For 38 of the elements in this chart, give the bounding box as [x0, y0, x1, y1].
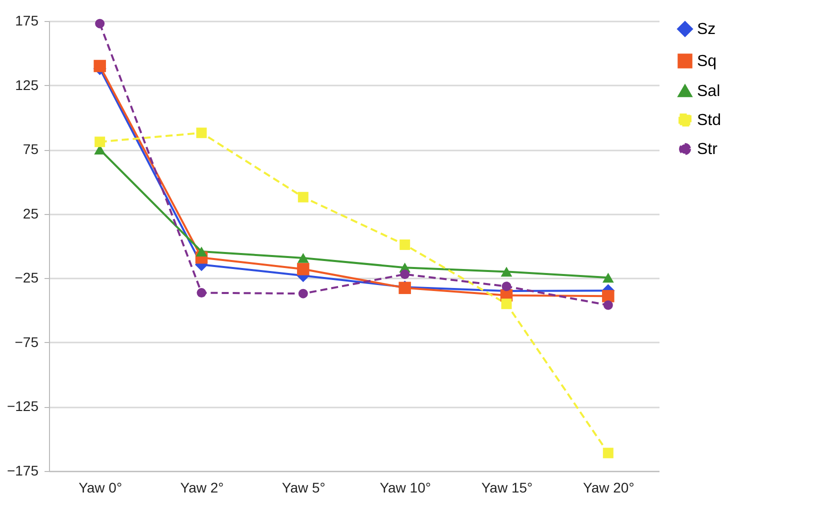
point — [500, 266, 512, 277]
point — [196, 246, 208, 256]
point — [297, 263, 310, 276]
legend-label: Sz — [697, 21, 716, 38]
y-tick-label: 25 — [22, 205, 39, 222]
point — [602, 448, 614, 458]
point — [297, 253, 309, 263]
y-tick-label: 125 — [15, 76, 39, 93]
y-tick-label: 75 — [22, 141, 39, 158]
x-tick-label: Yaw 20° — [583, 480, 634, 496]
point — [94, 136, 106, 148]
point — [298, 288, 308, 298]
point — [196, 128, 207, 138]
legend-label: Str — [697, 141, 718, 158]
x-tick-label: Yaw 0° — [78, 480, 122, 496]
x-tick-label: Yaw 2° — [180, 480, 224, 496]
point — [95, 18, 105, 28]
y-tick-label: −25 — [14, 270, 39, 286]
x-tick-label: Yaw 5° — [282, 480, 326, 496]
point — [502, 282, 512, 292]
y-tick-label: −175 — [6, 462, 39, 478]
point — [94, 60, 106, 72]
y-tick-label: 175 — [15, 12, 39, 28]
y-tick-label: −125 — [6, 398, 39, 414]
legend-label: Sq — [697, 53, 717, 70]
y-tick-label: −75 — [14, 334, 39, 350]
point — [602, 290, 614, 302]
legend-label: Std — [697, 112, 722, 129]
point — [603, 300, 613, 310]
point — [602, 272, 614, 283]
point — [501, 298, 512, 310]
point — [196, 288, 206, 298]
x-tick-label: Yaw 10° — [380, 480, 431, 496]
point — [400, 239, 410, 250]
x-tick-label: Yaw 15° — [481, 480, 533, 496]
legend-label: Sal — [697, 83, 720, 100]
point — [298, 192, 308, 202]
point — [400, 270, 410, 280]
